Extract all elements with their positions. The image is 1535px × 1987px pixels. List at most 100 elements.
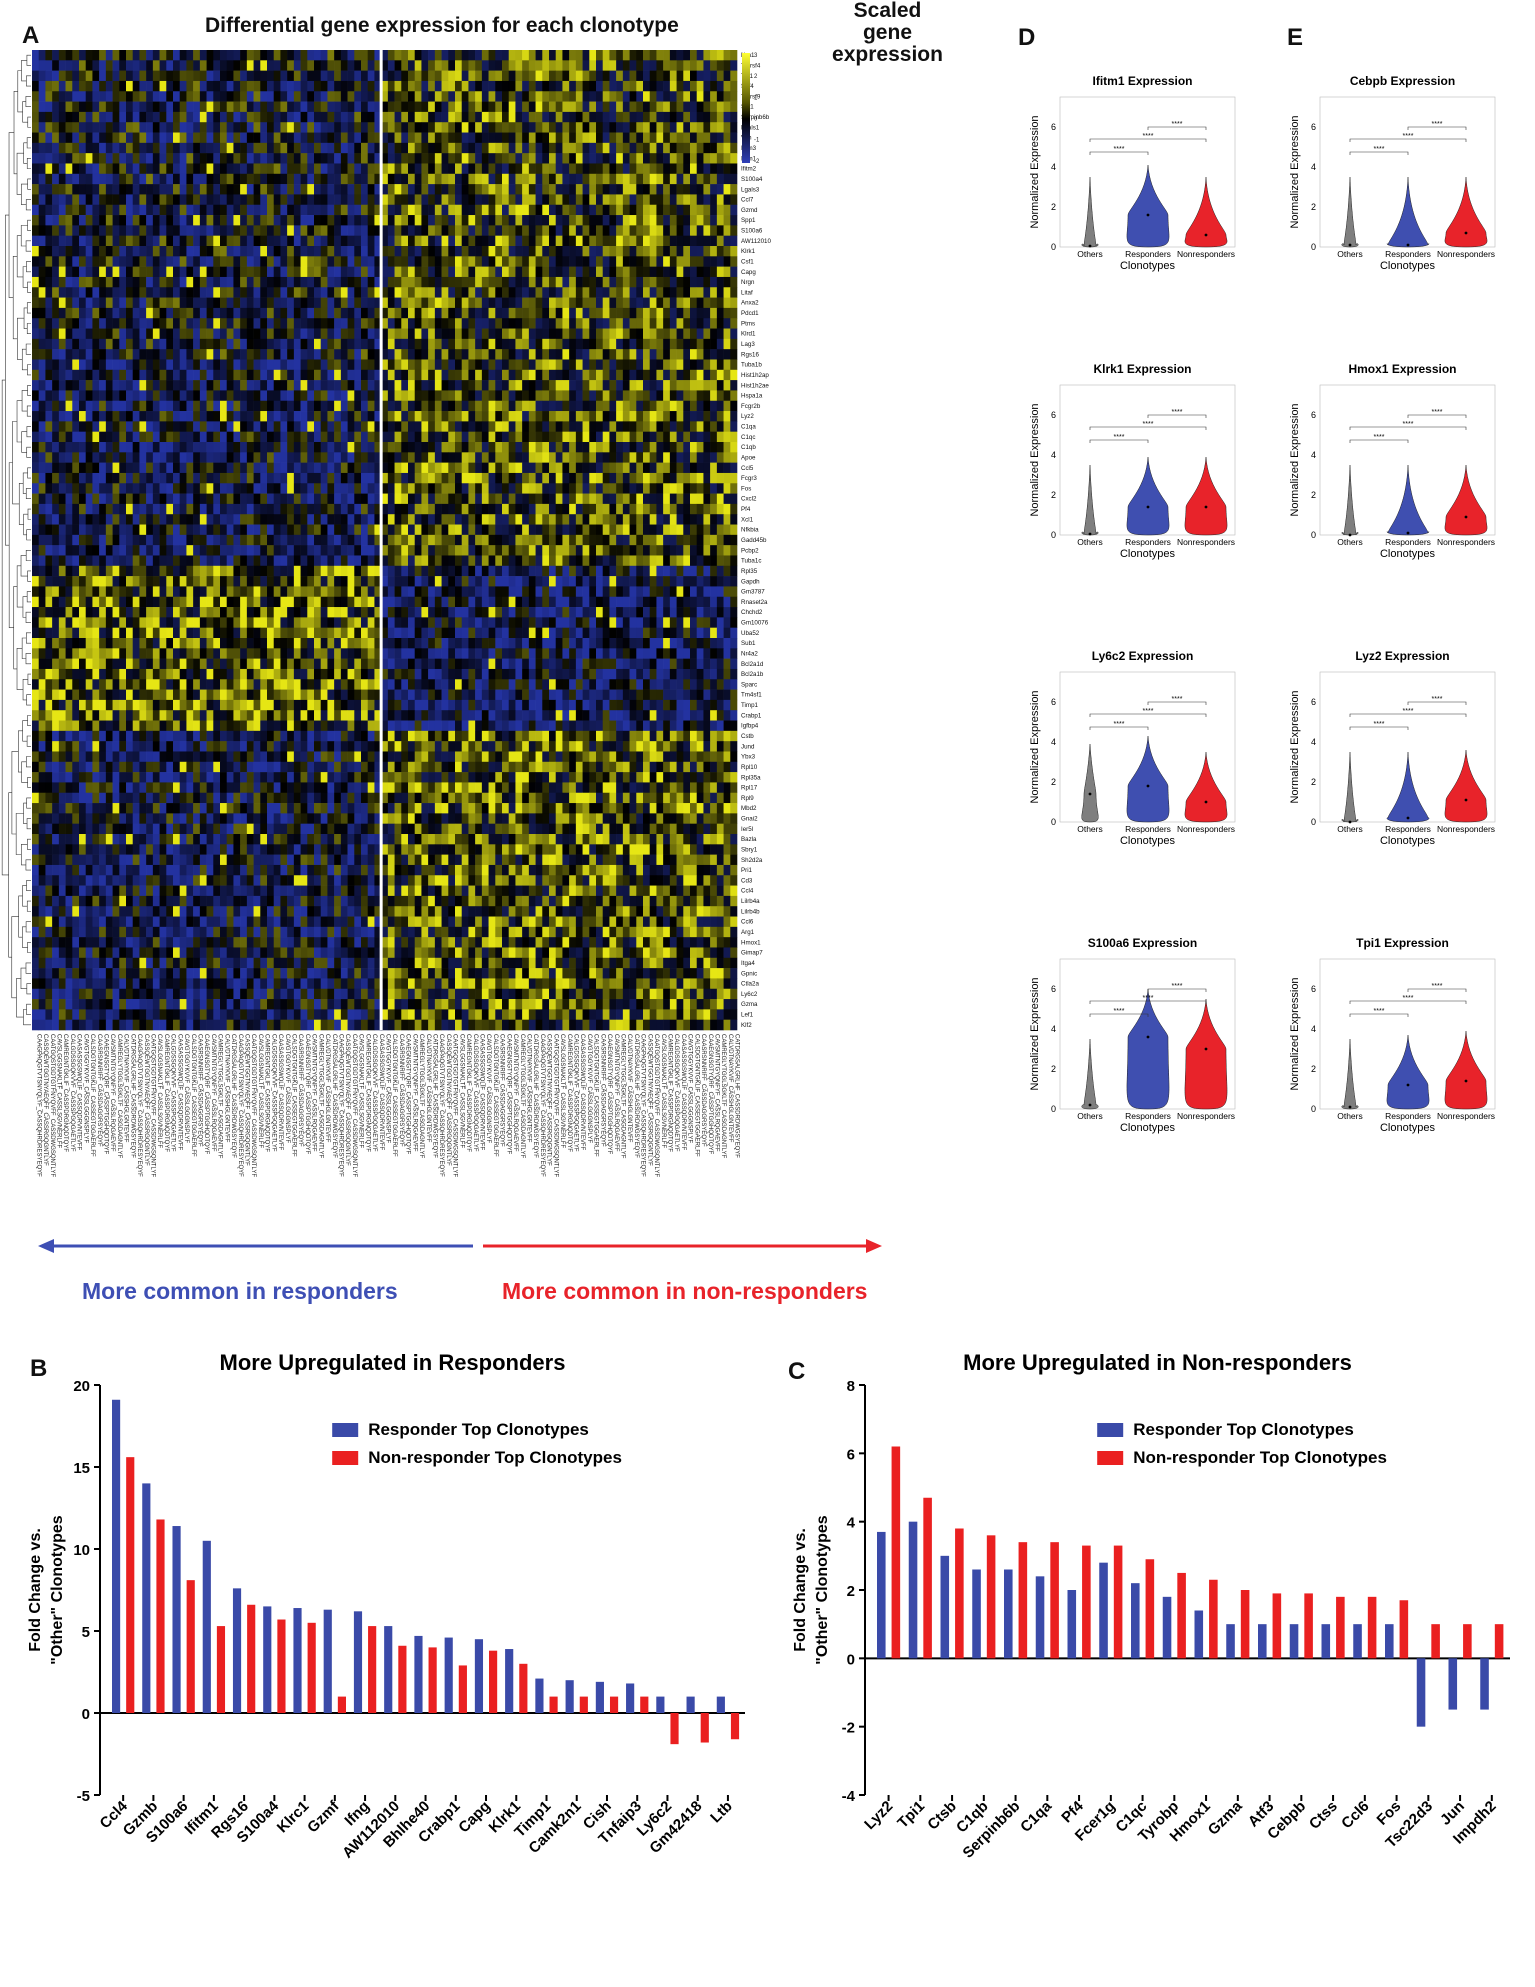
heatmap-cell — [253, 101, 261, 113]
heatmap-cell — [515, 400, 523, 412]
heatmap-cell — [307, 503, 315, 515]
heatmap-cell — [609, 246, 617, 257]
heatmap-cell — [401, 111, 409, 123]
heatmap-cell — [233, 297, 241, 309]
heatmap-cell — [636, 246, 644, 257]
heatmap-cell — [361, 225, 369, 236]
heatmap-cell — [374, 122, 382, 133]
heatmap-cell — [45, 256, 53, 267]
heatmap-cell — [730, 225, 738, 236]
heatmap-cell — [616, 173, 624, 185]
heatmap-cell — [186, 380, 194, 391]
heatmap-cell — [575, 431, 583, 443]
heatmap-cell — [575, 369, 583, 381]
heatmap-cell — [488, 307, 496, 319]
heatmap-cell — [609, 421, 617, 432]
heatmap-cell — [119, 462, 127, 474]
heatmap-cell — [622, 472, 630, 484]
heatmap-cell — [575, 276, 583, 288]
heatmap-cell — [374, 246, 382, 257]
heatmap-cell — [220, 50, 228, 61]
heatmap-cell — [65, 359, 73, 371]
heatmap-cell — [307, 122, 315, 133]
heatmap-cell — [629, 173, 637, 185]
heatmap-cell — [320, 307, 328, 319]
heatmap-cell — [616, 60, 624, 71]
heatmap-cell — [629, 442, 637, 453]
heatmap-cell — [199, 359, 207, 371]
heatmap-cell — [495, 50, 503, 61]
heatmap-cell — [240, 307, 248, 319]
heatmap-cell — [79, 359, 87, 371]
heatmap-cell — [253, 266, 261, 278]
heatmap-cell — [280, 369, 288, 381]
heatmap-cell — [414, 163, 422, 175]
heatmap-cell — [293, 442, 301, 453]
heatmap-cell — [596, 266, 604, 278]
heatmap-cell — [126, 534, 134, 546]
heatmap-cell — [179, 338, 187, 350]
heatmap-cell — [99, 442, 107, 453]
heatmap-cell — [179, 91, 187, 102]
heatmap-cell — [246, 163, 254, 175]
heatmap-cell — [428, 297, 436, 309]
heatmap-cell — [656, 307, 664, 319]
heatmap-cell — [52, 225, 60, 236]
heatmap-cell — [394, 380, 402, 391]
heatmap-cell — [616, 503, 624, 515]
heatmap-cell — [226, 204, 234, 216]
heatmap-cell — [52, 421, 60, 432]
heatmap-cell — [354, 122, 362, 133]
heatmap-cell — [132, 534, 140, 546]
heatmap-cell — [434, 524, 442, 536]
heatmap-cell — [690, 411, 698, 422]
heatmap-cell — [622, 132, 630, 144]
heatmap-cell — [193, 91, 201, 102]
heatmap-cell — [582, 122, 590, 133]
heatmap-cell — [92, 173, 100, 185]
heatmap-cell — [502, 483, 510, 494]
heatmap-cell — [542, 111, 550, 123]
heatmap-cell — [347, 380, 355, 391]
heatmap-cell — [716, 359, 724, 371]
heatmap-cell — [38, 276, 46, 288]
heatmap-cell — [347, 173, 355, 185]
heatmap-cell — [374, 452, 382, 463]
heatmap-cell — [293, 111, 301, 123]
heatmap-cell — [502, 225, 510, 236]
heatmap-cell — [481, 60, 489, 71]
heatmap-cell — [347, 297, 355, 309]
heatmap-cell — [475, 442, 483, 453]
heatmap-cell — [139, 411, 147, 422]
heatmap-cell — [186, 297, 194, 309]
heatmap-cell — [347, 452, 355, 463]
heatmap-cell — [716, 132, 724, 144]
heatmap-cell — [535, 359, 543, 371]
heatmap-cell — [408, 246, 416, 257]
heatmap-cell — [683, 173, 691, 185]
heatmap-cell — [112, 246, 120, 257]
heatmap-cell — [99, 101, 107, 113]
heatmap-cell — [629, 194, 637, 206]
heatmap-cell — [334, 338, 342, 350]
heatmap-cell — [92, 472, 100, 484]
heatmap-cell — [32, 215, 40, 226]
heatmap-cell — [495, 122, 503, 133]
heatmap-cell — [253, 380, 261, 391]
heatmap-cell — [676, 349, 684, 360]
heatmap-cell — [193, 297, 201, 309]
heatmap-cell — [542, 204, 550, 216]
heatmap-cell — [246, 184, 254, 195]
heatmap-cell — [99, 411, 107, 422]
heatmap-cell — [528, 276, 536, 288]
heatmap-cell — [173, 524, 181, 536]
heatmap-cell — [361, 503, 369, 515]
heatmap-cell — [72, 91, 80, 102]
heatmap-cell — [528, 163, 536, 175]
heatmap-cell — [374, 431, 382, 443]
heatmap-cell — [139, 50, 147, 61]
heatmap-cell — [139, 472, 147, 484]
heatmap-cell — [596, 400, 604, 412]
heatmap-cell — [481, 122, 489, 133]
heatmap-cell — [300, 70, 308, 82]
